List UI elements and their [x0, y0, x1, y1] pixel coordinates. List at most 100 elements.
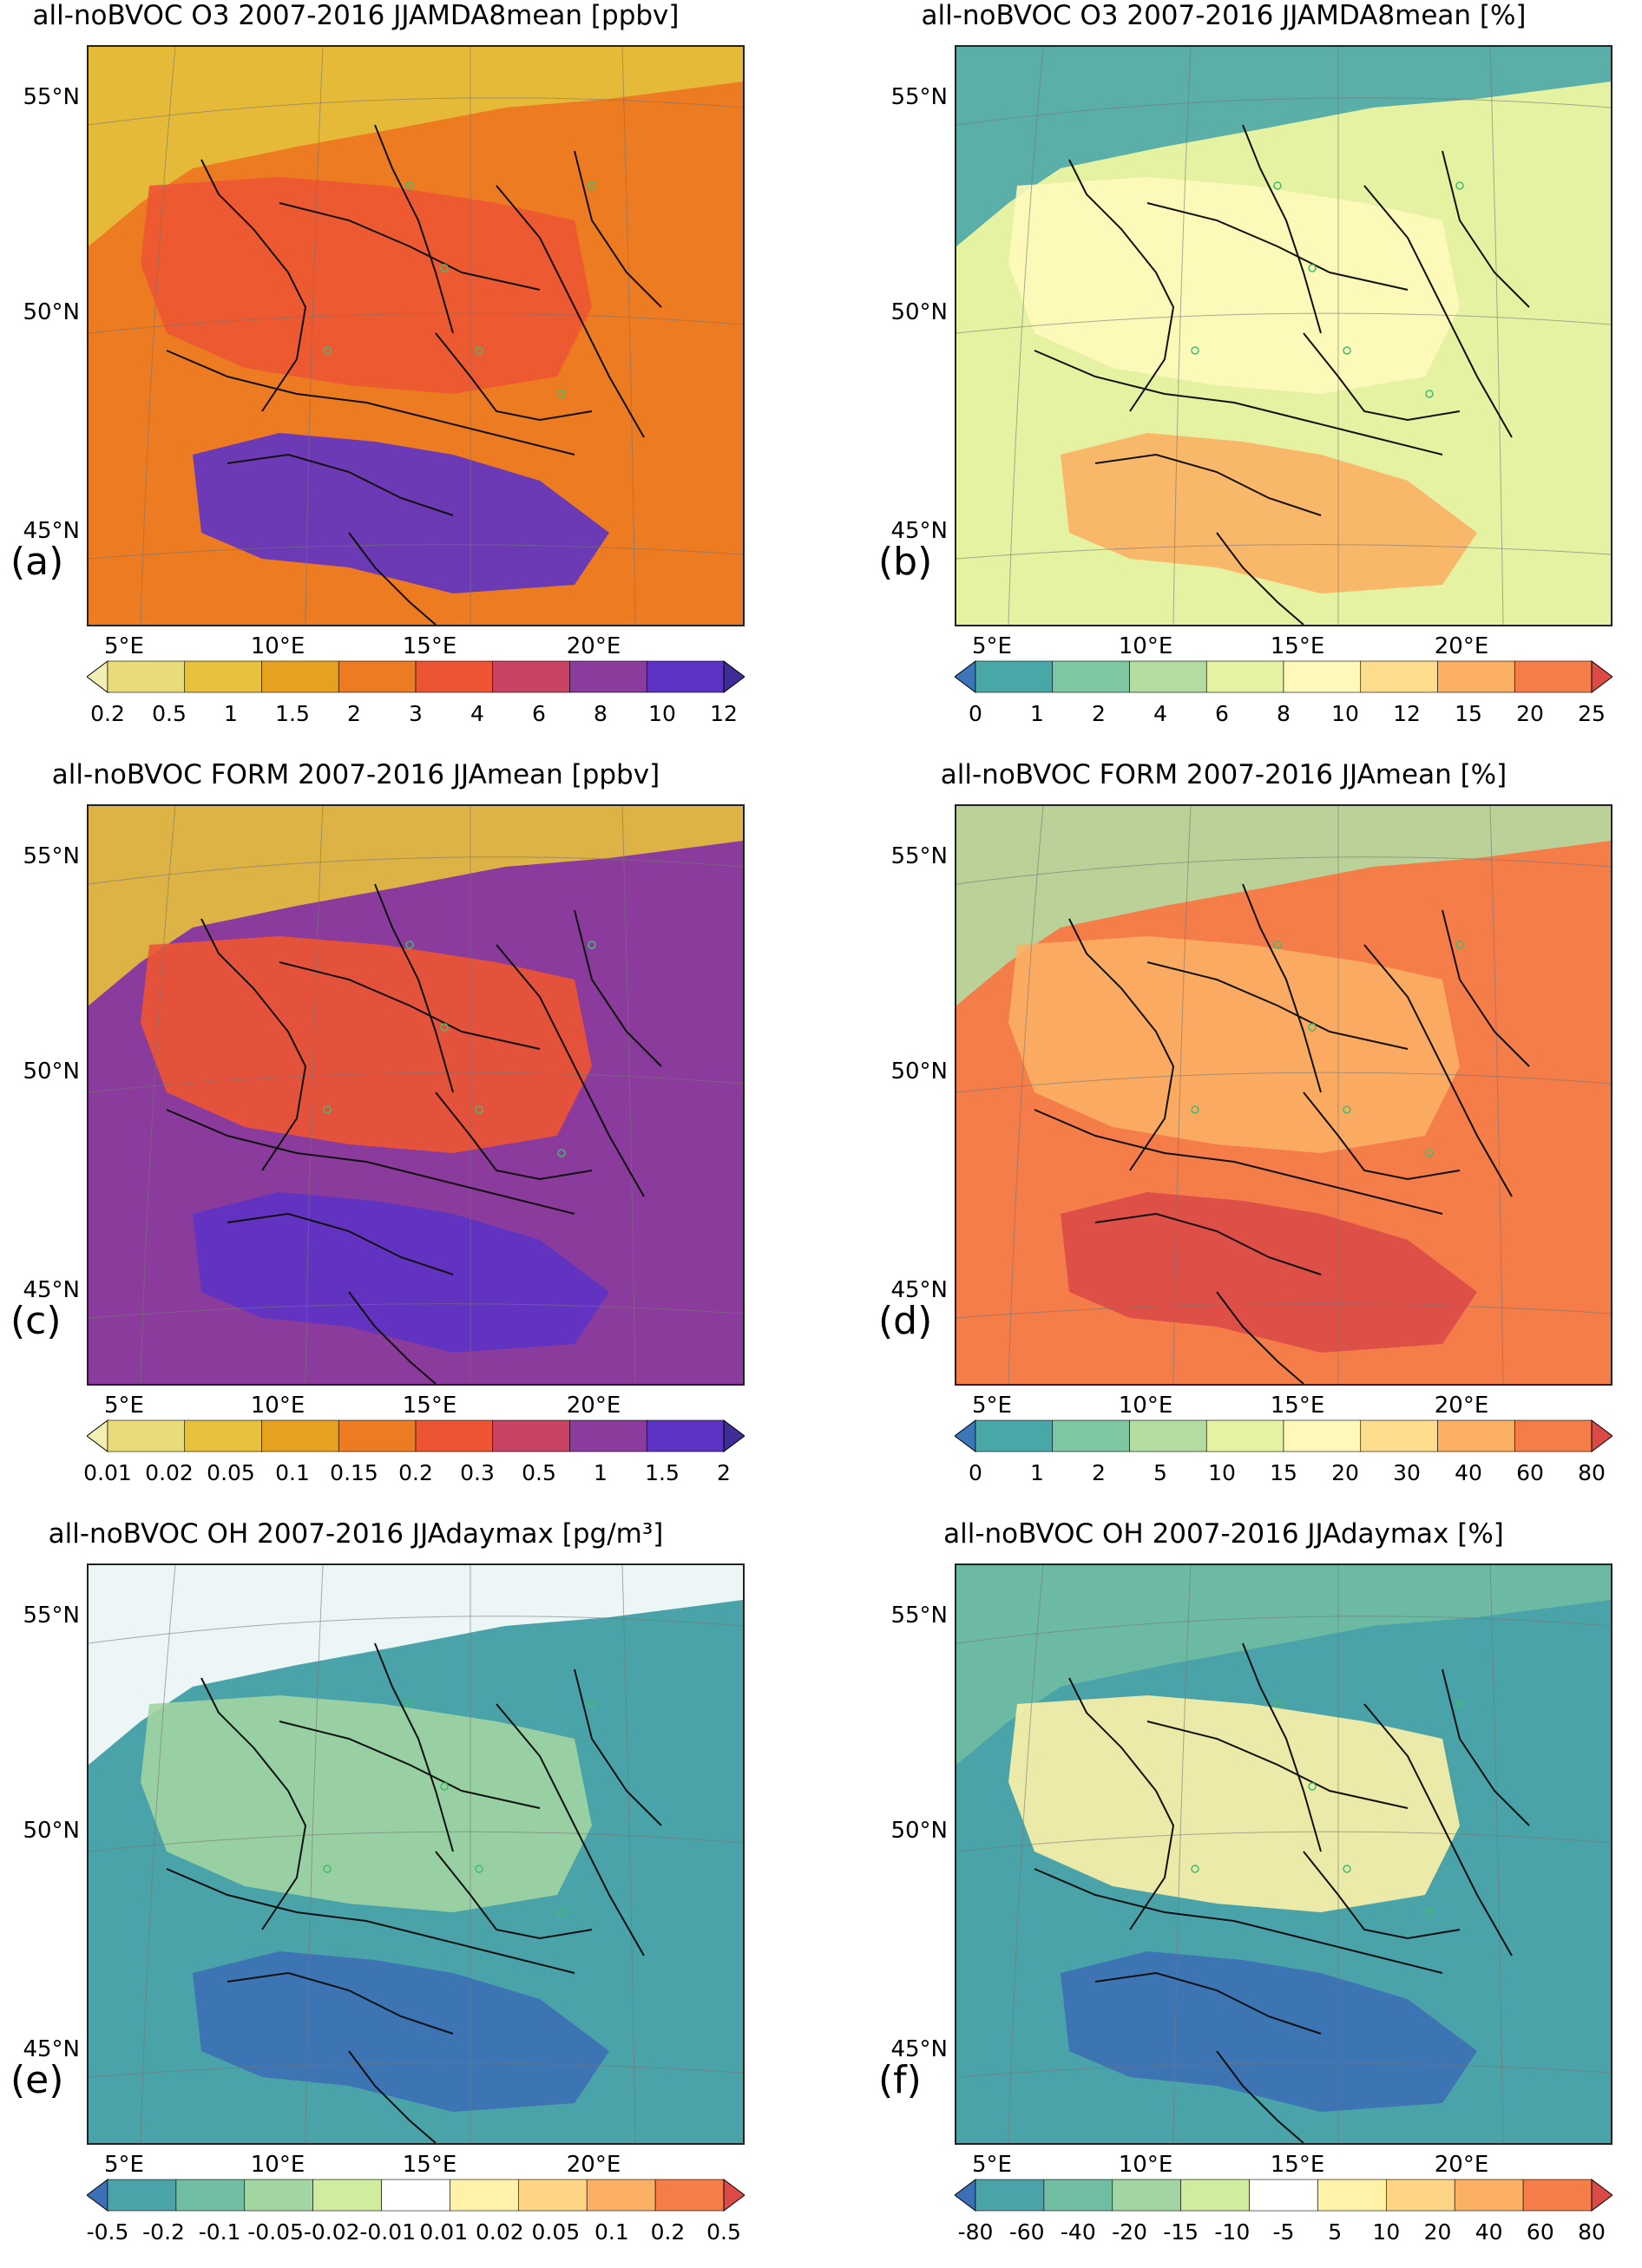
- colorbar-segment: [107, 660, 186, 693]
- colorbar-tick-label: -0.05: [247, 2219, 304, 2245]
- country-border: [1303, 1851, 1461, 1940]
- colorbar-segment: [646, 1419, 725, 1452]
- station-marker: [323, 1865, 332, 1873]
- country-border: [374, 883, 454, 1093]
- colorbar: [955, 1419, 1612, 1453]
- colorbar-ticks: 0.2 0.5 1 1.5 2 3 4 6 8 10 12: [87, 701, 745, 736]
- map: [87, 1563, 745, 2145]
- colorbar: [87, 2178, 745, 2212]
- colorbar-tick-label: 8: [594, 701, 608, 726]
- panel-letter: (e): [10, 2058, 64, 2102]
- field-region-baltic-coast: [1008, 1695, 1460, 1912]
- colorbar: [87, 659, 745, 694]
- station-marker: [440, 264, 449, 272]
- lat-label-45: 45°N: [890, 1277, 948, 1303]
- colorbar-max-arrow: [723, 1419, 745, 1452]
- panel-letter: (d): [878, 1299, 933, 1343]
- graticule-line: [956, 1303, 1611, 1319]
- colorbar-tick-label: 1.5: [275, 701, 310, 726]
- lat-label-50: 50°N: [890, 1059, 948, 1085]
- country-border: [374, 124, 454, 334]
- colorbar-tick-label: 80: [1578, 1460, 1606, 1485]
- colorbar-max-arrow: [1591, 2179, 1612, 2212]
- colorbar-segment: [492, 1419, 570, 1452]
- colorbar-segment: [107, 1419, 186, 1452]
- graticule-line: [89, 544, 743, 560]
- country-border: [1242, 1642, 1322, 1852]
- station-marker: [323, 346, 332, 355]
- colorbar-min-arrow: [955, 660, 976, 693]
- station-marker: [1308, 1023, 1317, 1032]
- colorbar-segment: [654, 2179, 725, 2212]
- lat-label-45: 45°N: [890, 518, 948, 544]
- field-region-coast: [1008, 936, 1460, 1153]
- colorbar-tick-label: 60: [1526, 2219, 1554, 2245]
- panel-f: all-noBVOC OH 2007-2016 JJAdaymax [%] 55…: [868, 1518, 1642, 2265]
- colorbar-segment: [450, 2179, 519, 2212]
- colorbar-tick-label: 2: [347, 701, 361, 726]
- colorbar-ticks: 0 1 2 4 6 8 10 12 15 20 25: [955, 701, 1612, 736]
- lat-label-50: 50°N: [23, 1818, 80, 1844]
- graticule-line: [1489, 1565, 1504, 2143]
- country-border: [374, 1642, 454, 1852]
- colorbar-tick-label: -40: [1060, 2219, 1096, 2245]
- colorbar-segment: [312, 2179, 382, 2212]
- lat-label-50: 50°N: [890, 1818, 948, 1844]
- colorbar-tick-label: 8: [1277, 701, 1291, 726]
- country-border: [1094, 1212, 1322, 1275]
- colorbar-tick-label: 0.2: [398, 1460, 433, 1485]
- station-marker: [557, 1908, 566, 1917]
- graticule-line: [1008, 1565, 1044, 2143]
- lon-label-20: 20°E: [1434, 2152, 1489, 2178]
- colorbar-tick-label: 10: [1331, 701, 1359, 726]
- lat-label-55: 55°N: [23, 1603, 80, 1629]
- colorbar-segment: [1052, 1419, 1130, 1452]
- station-marker: [588, 181, 596, 190]
- colorbar-tick-label: 0.5: [152, 701, 187, 726]
- map: [955, 45, 1612, 626]
- colorbar-segment: [1283, 1419, 1362, 1452]
- colorbar: [87, 1419, 745, 1453]
- colorbar-segment: [1052, 660, 1130, 693]
- country-border: [227, 1971, 454, 2035]
- graticule-line: [305, 806, 324, 1384]
- country-border: [1363, 944, 1513, 1197]
- lat-label-50: 50°N: [890, 299, 948, 325]
- colorbar-tick-label: 0.2: [650, 2219, 686, 2245]
- colorbar-tick-label: 0.05: [207, 1460, 255, 1485]
- station-marker: [475, 1865, 483, 1873]
- station-marker: [1191, 1865, 1199, 1873]
- graticule-line: [1489, 806, 1504, 1384]
- field-region-alps-balkans: [1061, 1192, 1477, 1353]
- lat-label-55: 55°N: [890, 843, 948, 869]
- station-marker: [440, 1023, 449, 1032]
- graticule-line: [1008, 806, 1044, 1384]
- colorbar-segment: [1360, 1419, 1438, 1452]
- station-marker: [588, 941, 596, 949]
- colorbar-ticks: -0.5 -0.2 -0.1 -0.05 -0.02 -0.01 0.01 0.02 0.05 0…: [87, 2219, 745, 2254]
- colorbar-tick-label: 1.5: [645, 1460, 680, 1485]
- graticule-line: [1172, 1565, 1192, 2143]
- graticule-line: [305, 1565, 324, 2143]
- country-border: [1068, 159, 1175, 412]
- colorbar-tick-label: 20: [1331, 1460, 1359, 1485]
- colorbar-segment: [184, 660, 262, 693]
- field-region-alps-balkans: [193, 1192, 609, 1353]
- graticule-line: [89, 1616, 743, 1644]
- colorbar-segment: [338, 1419, 417, 1452]
- colorbar-tick-label: 0.02: [145, 1460, 194, 1485]
- colorbar-segment: [569, 1419, 647, 1452]
- country-border: [1303, 332, 1461, 422]
- graticule-line: [956, 856, 1611, 885]
- lon-label-5: 5°E: [972, 633, 1012, 659]
- station-marker: [1455, 1700, 1464, 1708]
- graticule-line: [89, 2062, 743, 2078]
- lat-label-55: 55°N: [890, 1603, 948, 1629]
- colorbar-segment: [646, 660, 725, 693]
- field-region-north-sea-baltic-edge: [89, 47, 743, 246]
- colorbar-segment: [1360, 660, 1438, 693]
- colorbar-max-arrow: [1591, 1419, 1612, 1452]
- colorbar-segment: [175, 2179, 246, 2212]
- country-border: [348, 1291, 437, 1384]
- colorbar-tick-label: 0.05: [531, 2219, 581, 2245]
